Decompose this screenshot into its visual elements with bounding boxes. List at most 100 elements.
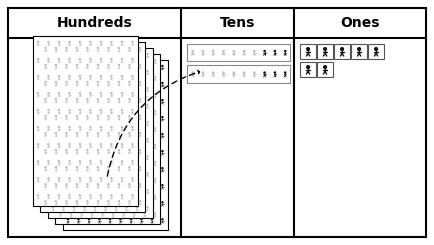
Circle shape (146, 87, 149, 89)
Circle shape (100, 109, 102, 111)
Circle shape (73, 206, 75, 208)
Circle shape (130, 133, 132, 135)
Circle shape (70, 127, 72, 129)
Circle shape (121, 92, 123, 94)
Circle shape (118, 115, 120, 117)
Circle shape (89, 194, 92, 196)
Circle shape (119, 150, 122, 152)
Circle shape (70, 212, 72, 215)
Circle shape (68, 58, 71, 60)
Circle shape (110, 126, 113, 128)
Circle shape (94, 189, 96, 192)
Circle shape (131, 75, 134, 77)
Circle shape (86, 47, 89, 49)
Circle shape (140, 133, 143, 135)
Circle shape (119, 218, 122, 220)
Circle shape (119, 82, 122, 84)
Circle shape (100, 126, 102, 128)
Circle shape (125, 53, 128, 55)
Circle shape (65, 183, 68, 185)
Circle shape (139, 183, 141, 185)
Circle shape (130, 167, 132, 170)
Bar (40, 42, 145, 212)
Circle shape (86, 81, 89, 83)
Circle shape (47, 177, 49, 180)
Circle shape (70, 76, 72, 78)
Circle shape (86, 183, 89, 185)
Circle shape (98, 82, 101, 84)
Circle shape (83, 53, 85, 55)
Circle shape (65, 115, 68, 117)
Circle shape (121, 41, 123, 43)
Circle shape (62, 189, 65, 192)
Circle shape (139, 132, 141, 135)
Circle shape (77, 116, 80, 118)
Circle shape (83, 138, 85, 140)
Circle shape (80, 195, 83, 197)
Circle shape (109, 116, 111, 118)
Circle shape (154, 127, 156, 129)
Circle shape (94, 87, 96, 89)
Circle shape (125, 206, 128, 208)
Circle shape (86, 115, 89, 117)
Circle shape (191, 50, 194, 52)
Bar (48, 48, 153, 218)
Circle shape (109, 99, 111, 101)
Circle shape (59, 178, 62, 181)
Circle shape (143, 76, 146, 78)
Circle shape (52, 206, 54, 208)
Circle shape (109, 133, 111, 135)
Circle shape (65, 81, 68, 83)
Circle shape (68, 92, 71, 94)
Circle shape (243, 71, 245, 74)
Circle shape (79, 92, 81, 94)
Circle shape (68, 177, 71, 180)
Circle shape (89, 109, 92, 111)
Circle shape (98, 99, 101, 101)
Circle shape (104, 155, 107, 158)
Circle shape (121, 126, 123, 128)
Circle shape (146, 155, 149, 158)
Circle shape (58, 194, 60, 196)
Circle shape (100, 92, 102, 94)
Circle shape (146, 189, 149, 192)
Circle shape (89, 75, 92, 77)
Circle shape (76, 64, 78, 66)
Circle shape (65, 98, 68, 100)
Circle shape (79, 75, 81, 77)
Circle shape (125, 172, 128, 174)
Circle shape (91, 195, 93, 197)
Circle shape (68, 126, 71, 128)
Circle shape (86, 166, 89, 169)
Circle shape (136, 172, 138, 174)
Circle shape (139, 47, 141, 49)
Circle shape (70, 59, 72, 61)
Circle shape (44, 132, 47, 135)
Circle shape (110, 109, 113, 111)
Circle shape (118, 132, 120, 135)
Circle shape (52, 172, 54, 174)
Circle shape (112, 161, 114, 163)
Circle shape (133, 76, 135, 78)
Circle shape (101, 76, 104, 78)
Circle shape (115, 87, 117, 89)
Circle shape (122, 144, 125, 147)
Circle shape (128, 200, 131, 203)
Circle shape (121, 58, 123, 60)
Circle shape (131, 109, 134, 111)
Circle shape (97, 166, 99, 169)
Circle shape (323, 47, 327, 51)
Circle shape (107, 64, 110, 66)
Circle shape (357, 47, 361, 51)
Circle shape (59, 59, 62, 61)
Circle shape (202, 50, 204, 52)
Circle shape (109, 150, 111, 152)
Circle shape (233, 50, 235, 52)
Circle shape (128, 81, 131, 83)
Circle shape (212, 50, 214, 52)
Circle shape (37, 143, 39, 146)
Circle shape (94, 104, 96, 106)
Circle shape (58, 41, 60, 43)
Circle shape (139, 149, 141, 151)
Circle shape (133, 195, 135, 197)
